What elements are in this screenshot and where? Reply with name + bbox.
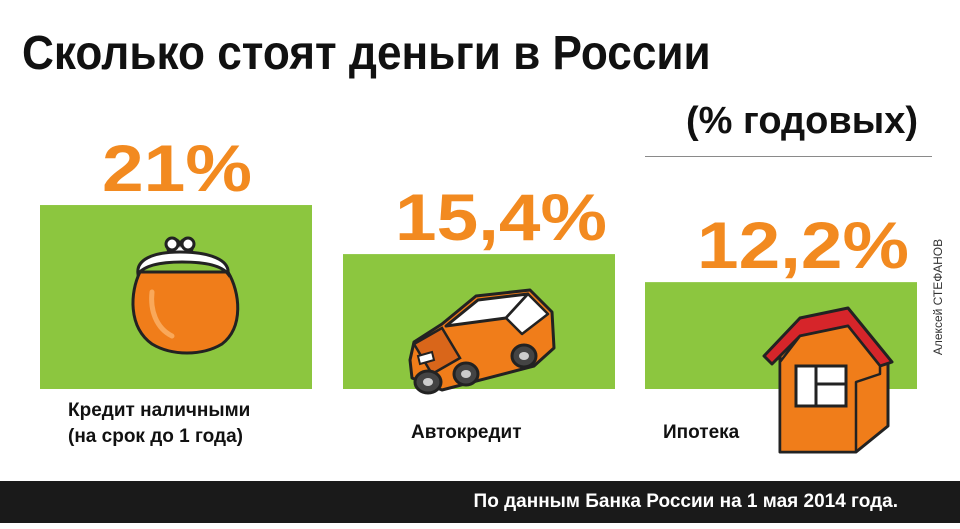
unit-divider <box>645 156 932 157</box>
category-label-mortgage: Ипотека <box>663 422 740 443</box>
value-label-auto: 15,4% <box>395 180 607 254</box>
author-credit: Алексей СТЕФАНОВ <box>931 238 945 356</box>
house-icon <box>762 306 894 454</box>
source-footer: По данным Банка России на 1 мая 2014 год… <box>0 481 960 523</box>
category-label-auto: Автокредит <box>411 422 522 443</box>
chart-title: Сколько стоят деньги в России <box>22 27 711 80</box>
car-icon <box>408 288 556 395</box>
value-label-mortgage: 12,2% <box>697 208 909 282</box>
purse-icon <box>131 236 240 355</box>
category-label-cash: Кредит наличными (на срок до 1 года) <box>68 400 251 447</box>
value-label-cash: 21% <box>102 131 252 205</box>
unit-label: (% годовых) <box>686 100 918 142</box>
source-note: По данным Банка России на 1 мая 2014 год… <box>473 491 898 512</box>
